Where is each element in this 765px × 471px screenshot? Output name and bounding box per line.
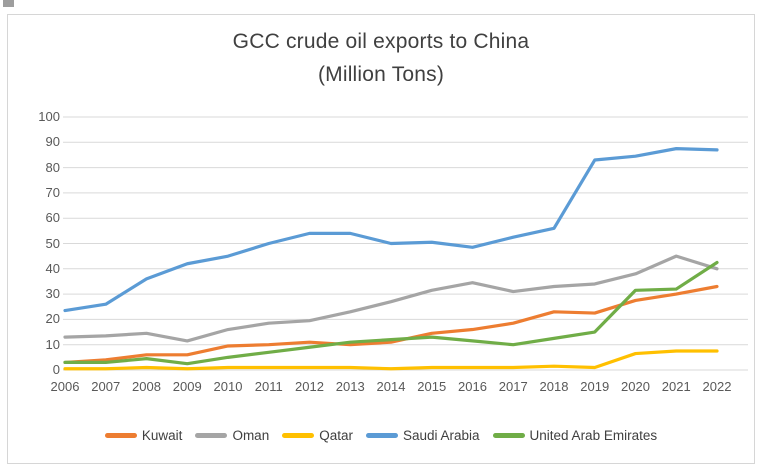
legend-label: Oman bbox=[232, 428, 270, 443]
legend-swatch-qatar bbox=[282, 433, 315, 438]
x-tick-label: 2009 bbox=[172, 379, 202, 394]
x-tick-label: 2008 bbox=[132, 379, 161, 394]
x-tick-label: 2018 bbox=[539, 379, 569, 394]
legend-item-oman: Oman bbox=[195, 428, 269, 443]
series-line-qatar bbox=[63, 349, 719, 371]
x-tick-label: 2010 bbox=[213, 379, 243, 394]
corner-artifact bbox=[3, 0, 14, 7]
x-tick-label: 2015 bbox=[417, 379, 447, 394]
y-tick-label: 100 bbox=[38, 109, 60, 124]
series-line-saudi-arabia bbox=[63, 147, 719, 313]
x-tick-label: 2014 bbox=[376, 379, 406, 394]
y-tick-label: 90 bbox=[45, 134, 60, 150]
legend-swatch-kuwait bbox=[104, 433, 137, 438]
legend-swatch-saudi-arabia bbox=[365, 433, 398, 438]
y-tick-label: 80 bbox=[45, 159, 60, 175]
legend-swatch-oman bbox=[195, 433, 228, 438]
x-tick-label: 2013 bbox=[335, 379, 365, 394]
y-tick-label: 70 bbox=[45, 184, 60, 200]
x-tick-label: 2017 bbox=[498, 379, 528, 394]
legend-label: Kuwait bbox=[141, 428, 183, 443]
y-tick-label: 60 bbox=[45, 210, 60, 226]
legend-item-qatar: Qatar bbox=[282, 428, 353, 443]
x-tick-label: 2022 bbox=[702, 379, 732, 394]
legend: Kuwait Oman Qatar Saudi Arabia United Arab E… bbox=[7, 428, 755, 443]
chart-title: GCC crude oil exports to China bbox=[232, 30, 530, 53]
legend-label: United Arab Emirates bbox=[529, 428, 658, 443]
legend-label: Qatar bbox=[319, 428, 353, 443]
x-tick-label: 2020 bbox=[621, 379, 650, 394]
chart-frame bbox=[7, 14, 755, 464]
y-tick-label: 0 bbox=[52, 362, 60, 377]
legend-item-united-arab-emirates: United Arab Emirates bbox=[492, 428, 658, 443]
legend-item-saudi-arabia: Saudi Arabia bbox=[365, 428, 480, 443]
chart-title-block: GCC crude oil exports to China (Million … bbox=[7, 25, 755, 91]
x-tick-label: 2007 bbox=[91, 379, 121, 394]
y-tick-label: 40 bbox=[45, 260, 60, 276]
chart-subtitle: (Million Tons) bbox=[317, 63, 445, 86]
x-tick-label: 2019 bbox=[580, 379, 610, 394]
x-tick-label: 2006 bbox=[50, 379, 80, 394]
series-line-united-arab-emirates bbox=[63, 260, 719, 366]
x-tick-label: 2012 bbox=[295, 379, 324, 394]
y-tick-label: 20 bbox=[45, 311, 60, 327]
y-tick-label: 30 bbox=[45, 286, 60, 302]
y-tick-label: 50 bbox=[45, 235, 60, 251]
x-tick-label: 2021 bbox=[661, 379, 691, 394]
x-tick-label: 2011 bbox=[254, 379, 283, 394]
series-line-kuwait bbox=[63, 284, 719, 365]
legend-swatch-united-arab-emirates bbox=[492, 433, 525, 438]
y-tick-label: 10 bbox=[45, 336, 60, 352]
series-line-oman bbox=[63, 254, 719, 343]
legend-item-kuwait: Kuwait bbox=[104, 428, 183, 443]
legend-label: Saudi Arabia bbox=[402, 428, 480, 443]
x-tick-label: 2016 bbox=[458, 379, 487, 394]
